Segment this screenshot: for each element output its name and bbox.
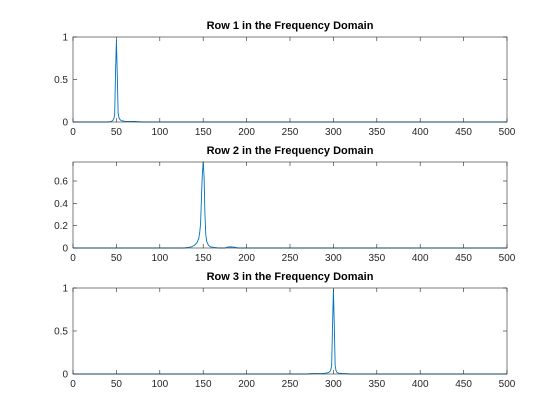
- subplot-2-xtick-label: 400: [412, 253, 429, 264]
- subplot-3-axes-box: [72, 287, 508, 375]
- subplot-3-xtick-label: 250: [282, 379, 299, 390]
- subplot-3-series-line: [73, 289, 507, 375]
- subplot-2-xtick-label: 500: [499, 253, 516, 264]
- subplot-1-axes-box: [72, 36, 508, 123]
- subplot-2-xtick-label: 200: [238, 253, 255, 264]
- subplot-1-xtick-label: 150: [195, 127, 212, 138]
- subplot-3-xtick-label: 100: [151, 379, 168, 390]
- subplot-3-xtick-label: 400: [412, 379, 429, 390]
- subplot-1-xtick-label: 50: [111, 127, 123, 138]
- subplot-1-title: Row 1 in the Frequency Domain: [207, 20, 374, 32]
- subplot-3-xtick-label: 50: [111, 379, 123, 390]
- subplot-3: Row 3 in the Frequency Domain 0 50 100 150 20…: [54, 271, 516, 390]
- subplot-2-xtick-label: 50: [111, 253, 123, 264]
- subplot-3-xtick-label: 200: [238, 379, 255, 390]
- subplot-3-ytick-label: 0: [62, 370, 68, 381]
- subplot-3-xtick-label: 450: [455, 379, 472, 390]
- subplot-2-xtick-label: 250: [282, 253, 299, 264]
- subplot-3-title: Row 3 in the Frequency Domain: [207, 271, 374, 283]
- subplot-2: Row 2 in the Frequency Domain 0 50 100 150 20…: [54, 145, 516, 264]
- subplot-2-series-line: [73, 161, 507, 249]
- subplot-3-xtick-label: 350: [368, 379, 385, 390]
- subplot-1-xtick-label: 350: [368, 127, 385, 138]
- subplot-2-ytick-label: 0.2: [54, 221, 68, 232]
- subplot-1: Row 1 in the Frequency Domain 0 50 100 150 20…: [54, 20, 516, 138]
- subplot-1-xtick-label: 0: [70, 127, 76, 138]
- subplot-1-xtick-label: 400: [412, 127, 429, 138]
- subplot-2-title: Row 2 in the Frequency Domain: [207, 145, 374, 157]
- subplot-1-ytick-label: 0: [62, 118, 68, 129]
- subplot-2-xtick-label: 0: [70, 253, 76, 264]
- subplot-2-ytick-label: 0.6: [54, 176, 68, 187]
- subplot-3-xtick-label: 0: [70, 379, 76, 390]
- subplot-1-xtick-label: 250: [282, 127, 299, 138]
- subplot-1-xtick-label: 450: [455, 127, 472, 138]
- subplot-2-xtick-label: 100: [151, 253, 168, 264]
- subplot-1-xtick-label: 300: [325, 127, 342, 138]
- subplot-3-ytick-label: 1: [62, 284, 68, 295]
- subplot-1-xtick-label: 100: [151, 127, 168, 138]
- subplot-2-xtick-label: 450: [455, 253, 472, 264]
- subplot-1-series-line: [73, 39, 507, 123]
- subplot-1-ytick-label: 0.5: [54, 75, 68, 86]
- subplot-3-ytick-label: 0.5: [54, 327, 68, 338]
- subplot-3-xtick-label: 150: [195, 379, 212, 390]
- subplot-3-xtick-label: 300: [325, 379, 342, 390]
- subplot-3-xtick-label: 500: [499, 379, 516, 390]
- subplot-2-axes-box: [72, 161, 508, 249]
- subplot-2-ytick-label: 0: [62, 244, 68, 255]
- subplot-2-xtick-label: 300: [325, 253, 342, 264]
- subplot-1-ytick-label: 1: [62, 33, 68, 44]
- subplot-2-ytick-label: 0.4: [54, 199, 68, 210]
- subplot-2-xtick-label: 350: [368, 253, 385, 264]
- subplot-1-xtick-label: 200: [238, 127, 255, 138]
- subplot-1-xtick-label: 500: [499, 127, 516, 138]
- subplot-2-xtick-label: 150: [195, 253, 212, 264]
